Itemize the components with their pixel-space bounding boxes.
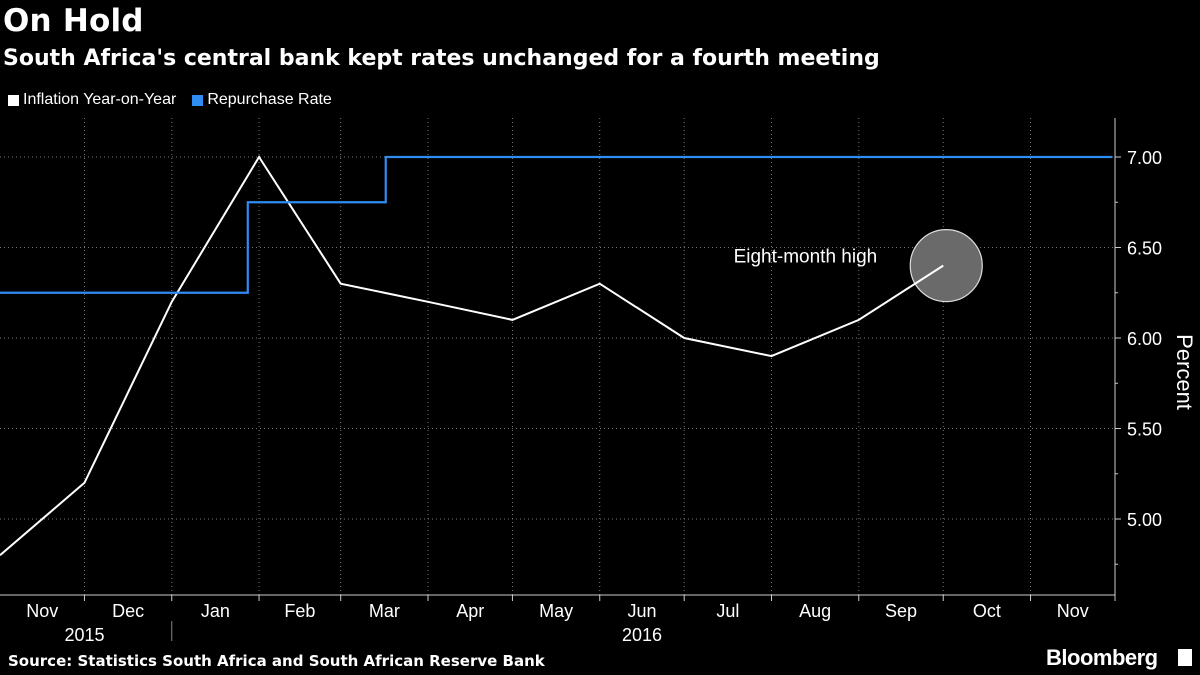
bloomberg-icon [1178, 649, 1192, 666]
y-tick-label: 5.00 [1127, 510, 1162, 530]
y-axis-label: Percent [1172, 334, 1197, 410]
x-tick-label: Jul [716, 601, 739, 621]
y-tick-label: 5.50 [1127, 420, 1162, 440]
x-tick-label: Mar [369, 601, 400, 621]
x-year-label: 2015 [64, 625, 104, 645]
x-tick-label: Apr [456, 601, 484, 621]
source-note: Source: Statistics South Africa and Sout… [8, 652, 545, 670]
annotation-circle [909, 229, 983, 303]
x-tick-label: Sep [885, 601, 917, 621]
x-tick-label: Dec [112, 601, 144, 621]
x-tick-label: Jan [201, 601, 230, 621]
annotation-label: Eight-month high [734, 247, 878, 268]
grid-lines [0, 118, 1116, 595]
x-year-label: 2016 [622, 625, 662, 645]
legend-item-inflation: Inflation Year-on-Year [8, 91, 176, 109]
chart-subtitle: South Africa's central bank kept rates u… [3, 46, 880, 71]
legend: Inflation Year-on-Year Repurchase Rate [8, 91, 332, 109]
x-tick-label: Jun [627, 601, 656, 621]
legend-label-repo-rate: Repurchase Rate [207, 91, 332, 108]
axes [0, 118, 1121, 641]
legend-swatch-repo-rate [192, 94, 204, 106]
y-tick-label: 7.00 [1127, 148, 1162, 168]
x-tick-label: Oct [973, 601, 1001, 621]
x-tick-label: Nov [26, 601, 58, 621]
x-tick-label: May [539, 601, 573, 621]
legend-label-inflation: Inflation Year-on-Year [23, 91, 177, 108]
series-layer [0, 155, 1113, 556]
y-tick-label: 6.00 [1127, 329, 1162, 349]
legend-swatch-inflation [8, 94, 19, 106]
x-tick-label: Nov [1057, 601, 1089, 621]
x-tick-label: Aug [799, 601, 831, 621]
annotation-layer: Eight-month high [734, 229, 983, 303]
repo-rate-line [0, 155, 1113, 294]
legend-item-repo-rate: Repurchase Rate [192, 91, 332, 109]
chart-title: On Hold [3, 3, 144, 39]
y-tick-label: 6.50 [1127, 239, 1162, 259]
brand-logo: Bloomberg [1046, 645, 1158, 670]
axis-labels: 5.00 5.50 6.00 6.50 7.00 Nov Dec Jan Feb Mar Apr Ma… [26, 148, 1197, 645]
inflation-line [0, 155, 944, 556]
x-tick-label: Feb [284, 601, 315, 621]
